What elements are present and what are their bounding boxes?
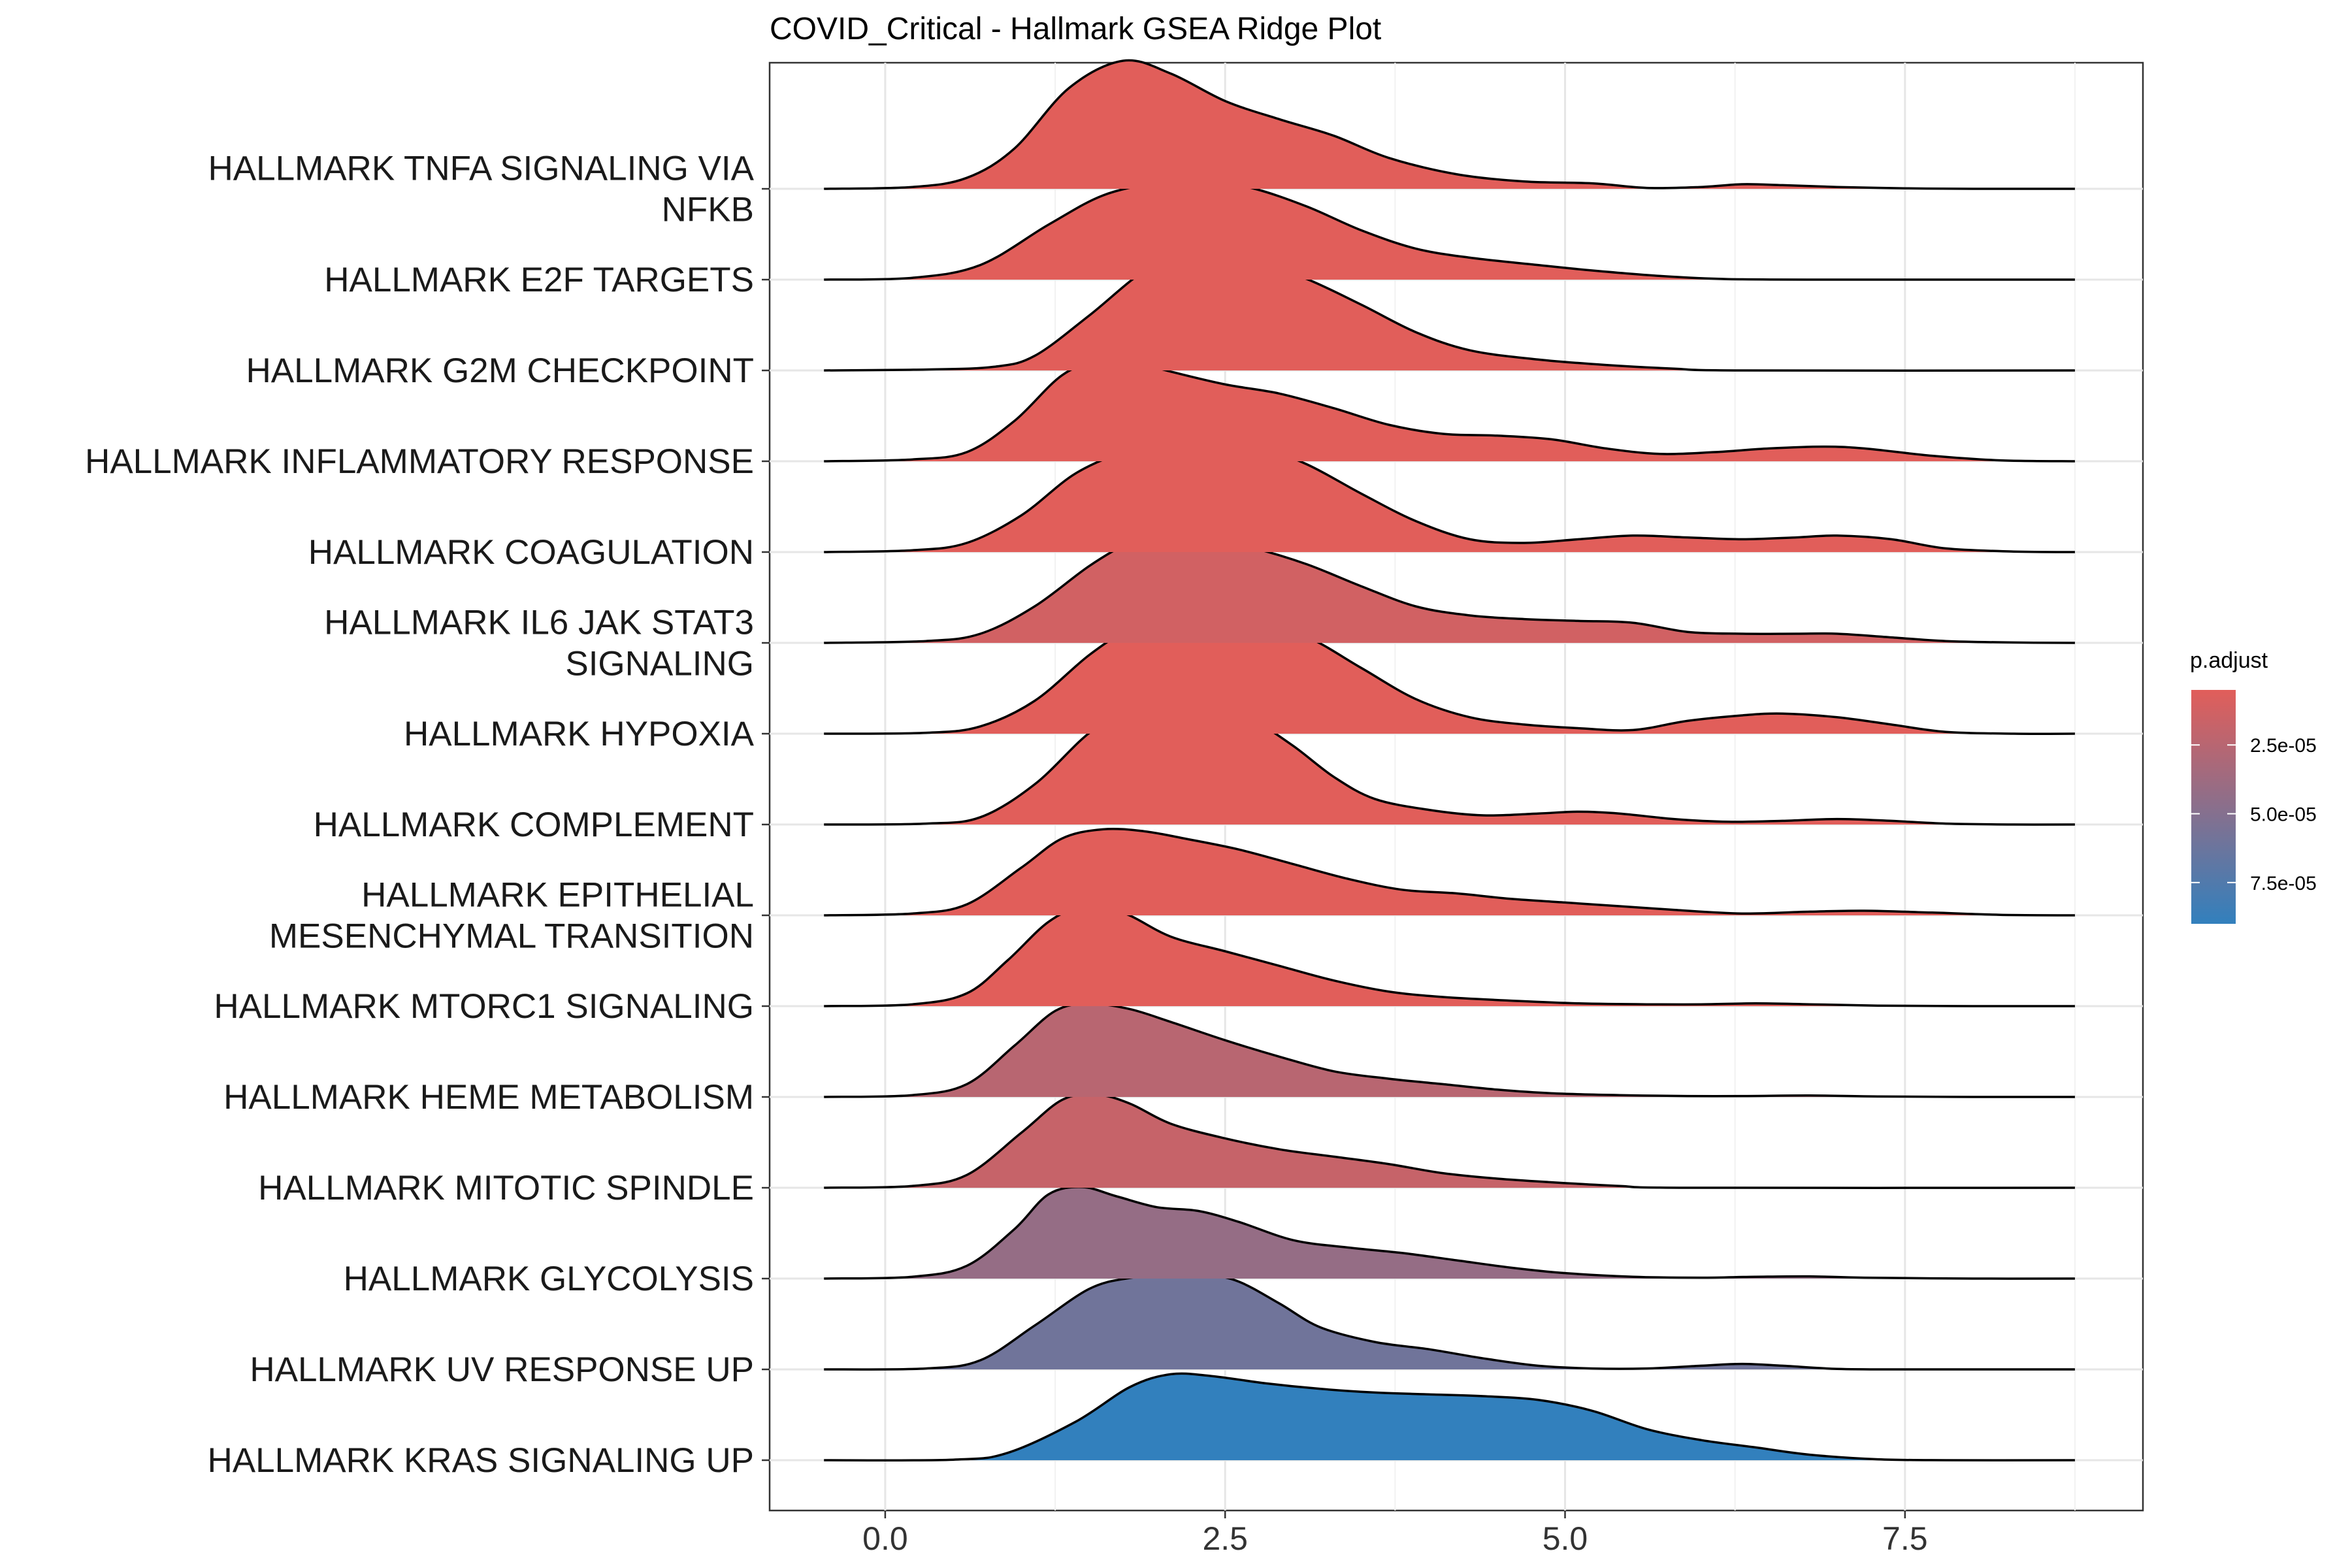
ridge-5 — [824, 437, 2075, 553]
y-axis-label: HALLMARK MTORC1 SIGNALING — [214, 987, 754, 1026]
ridge-outline — [824, 437, 2075, 553]
ridge-6 — [824, 533, 2075, 644]
ridge-15 — [824, 1372, 2075, 1462]
x-tick-label: 0.0 — [862, 1520, 908, 1557]
ridge-outline — [824, 615, 2075, 735]
ridge-2 — [824, 177, 2075, 281]
ridge-1 — [824, 59, 2075, 190]
ridge-outline — [824, 1272, 2075, 1371]
chart-title: COVID_Critical - Hallmark GSEA Ridge Plo… — [770, 12, 1381, 46]
ridge-outline — [824, 827, 2075, 917]
ridge-fill — [824, 1186, 2075, 1279]
ridge-13 — [824, 1186, 2075, 1280]
y-axis-label: HALLMARK TNFA SIGNALING VIA — [208, 150, 754, 188]
ridge-8 — [824, 706, 2075, 826]
y-axis-label: HALLMARK COMPLEMENT — [314, 806, 754, 844]
ridge-outline — [824, 533, 2075, 644]
ridge-fill — [824, 1273, 2075, 1370]
y-axis-label: SIGNALING — [565, 645, 754, 683]
y-axis-label: HALLMARK HYPOXIA — [404, 715, 755, 753]
y-axis-label: HALLMARK E2F TARGETS — [324, 261, 754, 299]
y-axis-label: HALLMARK MITOTIC SPINDLE — [258, 1169, 754, 1207]
ridge-fill — [824, 254, 2075, 371]
y-axis-label: HALLMARK G2M CHECKPOINT — [246, 351, 754, 390]
ridge-outline — [824, 253, 2075, 372]
ridge-fill — [824, 1004, 2075, 1098]
legend-tick-label: 2.5e-05 — [2250, 735, 2317, 757]
y-axis-label: HALLMARK KRAS SIGNALING UP — [208, 1441, 754, 1480]
ridge-7 — [824, 615, 2075, 735]
ridge-outline — [824, 1372, 2075, 1462]
ridges — [824, 59, 2075, 1462]
legend-tick-label: 7.5e-05 — [2250, 873, 2317, 894]
y-axis-label: HALLMARK INFLAMMATORY RESPONSE — [85, 442, 754, 481]
ridge-fill — [824, 357, 2075, 461]
y-axis-label: HALLMARK UV RESPONSE UP — [250, 1350, 754, 1389]
ridge-fill — [824, 616, 2075, 734]
ridge-3 — [824, 253, 2075, 372]
x-tick-label: 7.5 — [1882, 1520, 1928, 1557]
legend-tick-label: 5.0e-05 — [2250, 804, 2317, 826]
ridge-4 — [824, 356, 2075, 463]
ridge-fill — [824, 707, 2075, 825]
ridge-fill — [824, 534, 2075, 643]
ridge-fill — [824, 178, 2075, 280]
ridge-fill — [824, 1373, 2075, 1461]
ridge-outline — [824, 356, 2075, 463]
y-axis-label: NFKB — [662, 191, 754, 229]
ridge-outline — [824, 906, 2075, 1007]
ridge-outline — [824, 706, 2075, 826]
ridge-outline — [824, 1002, 2075, 1098]
ridge-outline — [824, 1186, 2075, 1280]
ridge-outline — [824, 1093, 2075, 1189]
ridge-fill — [824, 1094, 2075, 1188]
ridge-fill — [824, 907, 2075, 1007]
ridge-14 — [824, 1272, 2075, 1371]
ridge-11 — [824, 1002, 2075, 1098]
y-axis-label: HALLMARK HEME METABOLISM — [223, 1078, 754, 1117]
y-axis-label: HALLMARK GLYCOLYSIS — [344, 1260, 754, 1298]
ridge-12 — [824, 1093, 2075, 1189]
legend-colorbar — [2191, 690, 2236, 924]
ridge-9 — [824, 827, 2075, 917]
ridge-outline — [824, 177, 2075, 281]
y-axis-label: HALLMARK EPITHELIAL — [361, 876, 754, 915]
y-axis-label: HALLMARK IL6 JAK STAT3 — [324, 604, 754, 642]
ridge-fill — [824, 828, 2075, 915]
ridge-outline — [824, 59, 2075, 190]
y-axis-label: MESENCHYMAL TRANSITION — [269, 917, 754, 956]
x-tick-label: 2.5 — [1202, 1520, 1248, 1557]
x-axis: 0.0 2.5 5.0 7.5 — [862, 1511, 1928, 1557]
ridge-10 — [824, 906, 2075, 1007]
ridge-fill — [824, 60, 2075, 189]
legend: p.adjust 2.5e-05 5.0e-05 7.5e-05 — [2190, 648, 2317, 924]
legend-title: p.adjust — [2190, 648, 2268, 673]
x-tick-label: 5.0 — [1543, 1520, 1588, 1557]
ridge-fill — [824, 438, 2075, 552]
y-axis-label: HALLMARK COAGULATION — [308, 533, 754, 572]
